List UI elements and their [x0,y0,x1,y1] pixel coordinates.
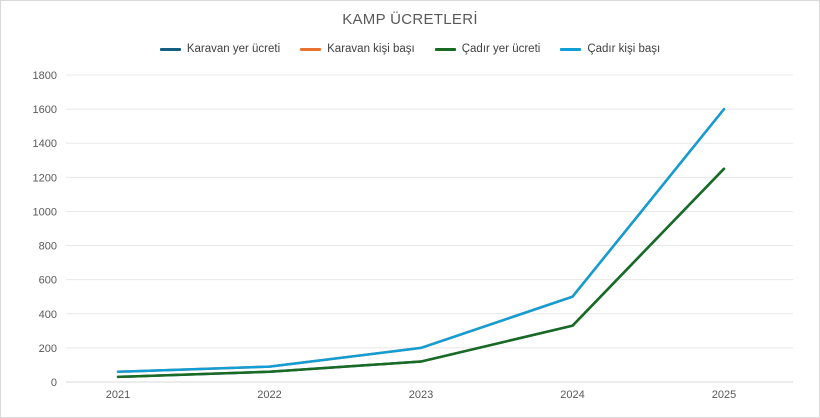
chart-legend: Karavan yer ücreti Karavan kişi başı Çadır… [1,43,819,55]
series-line-2[interactable] [116,167,726,379]
legend-item-label: Çadır yer ücreti [461,43,541,55]
series-line-0[interactable] [116,167,726,379]
y-axis-tick-label: 400 [39,309,57,321]
series-line-1[interactable] [116,107,726,374]
y-axis-tick-label: 600 [39,275,57,287]
legend-item-3[interactable]: Çadır kişi başı [560,43,660,55]
y-axis-tick-label: 1600 [33,104,57,116]
chart-title[interactable]: KAMP ÜCRETLERİ [342,11,478,28]
y-axis-tick-label: 200 [39,343,57,355]
x-axis-tick-label: 2024 [560,389,584,401]
y-axis-tick-label: 1000 [33,206,57,218]
y-axis-tick-label: 1800 [33,70,57,82]
legend-item-1[interactable]: Karavan kişi başı [300,43,415,55]
legend-line-swatch-icon [159,47,181,51]
legend-line-swatch-icon [560,47,582,51]
legend-item-0[interactable]: Karavan yer ücreti [159,43,281,55]
x-axis-tick-label: 2023 [409,389,433,401]
y-axis-tick-label: 1400 [33,138,57,150]
legend-line-swatch-icon [434,47,456,51]
x-axis-tick-label: 2022 [257,389,281,401]
series-line-3[interactable] [116,107,726,374]
legend-item-label: Karavan kişi başı [327,43,415,55]
y-axis-tick-label: 800 [39,241,57,253]
x-axis-tick-label: 2021 [106,389,130,401]
legend-line-swatch-icon [300,47,322,51]
x-axis-tick-label: 2025 [712,389,736,401]
y-axis-tick-label: 1200 [33,172,57,184]
legend-item-label: Çadır kişi başı [587,43,661,55]
y-axis-tick-label: 0 [51,377,57,389]
legend-item-label: Karavan yer ücreti [186,43,281,55]
legend-item-2[interactable]: Çadır yer ücreti [434,43,541,55]
